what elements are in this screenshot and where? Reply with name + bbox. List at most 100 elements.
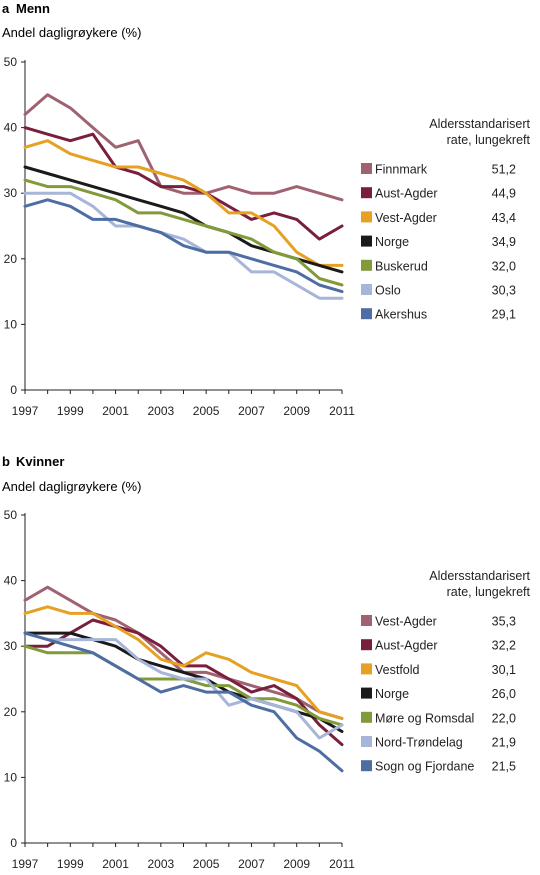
x-tick-label: 2011 <box>329 857 355 871</box>
series-line-akershus <box>23 198 344 294</box>
legend-item: Buskerud 32,0 <box>361 259 516 273</box>
x-tick-label: 2001 <box>102 404 129 418</box>
legend-item: Finnmark 51,2 <box>361 163 516 177</box>
legend-rate: 22,0 <box>492 711 516 725</box>
y-tick-label: 10 <box>4 317 18 331</box>
legend-swatch <box>361 211 372 223</box>
legend-item: Norge 34,9 <box>361 235 516 249</box>
legend-label: Finnmark <box>375 163 428 177</box>
y-tick-label: 0 <box>10 836 17 850</box>
legend-swatch <box>361 284 372 295</box>
legend-item: Nord-Trøndelag 21,9 <box>361 736 516 750</box>
y-tick-label: 40 <box>4 121 18 135</box>
legend-rate: 43,4 <box>492 211 516 225</box>
legend-label: Norge <box>375 687 409 701</box>
x-tick-label: 2005 <box>193 857 220 871</box>
legend-item: Akershus 29,1 <box>361 308 516 322</box>
panel-letter: a <box>2 1 10 16</box>
x-tick-label: 2001 <box>102 857 129 871</box>
legend-item: Norge 26,0 <box>361 687 516 701</box>
legend-header: Aldersstandarisert <box>429 117 530 131</box>
series-line-vest-agder <box>23 139 344 267</box>
legend-label: Buskerud <box>375 259 428 273</box>
legend-item: Sogn og Fjordane 21,5 <box>361 760 516 774</box>
legend-label: Akershus <box>375 308 427 322</box>
legend-header: rate, lungekreft <box>447 133 531 147</box>
legend-swatch <box>361 760 372 772</box>
chart-panel-a: a Menn Andel dagligrøykere (%) 0 10 20 30 40 50 1… <box>2 1 531 418</box>
legend-item: Møre og Romsdal 22,0 <box>361 711 516 725</box>
legend-swatch <box>361 615 372 626</box>
legend-rate: 35,3 <box>492 615 516 629</box>
legend-item: Oslo 30,3 <box>361 284 516 298</box>
x-tick-label: 1999 <box>57 404 84 418</box>
series-line-nord-trøndelag <box>23 631 344 740</box>
legend-swatch <box>361 736 372 747</box>
panel-letter: b <box>2 454 10 469</box>
x-tick-label: 2009 <box>283 857 310 871</box>
legend-rate: 21,5 <box>492 760 516 774</box>
y-axis-label: Andel dagligrøykere (%) <box>2 479 141 494</box>
legend-item: Aust-Agder 32,2 <box>361 639 516 653</box>
legend-rate: 34,9 <box>492 235 516 249</box>
chart-panel-b: b Kvinner Andel dagligrøykere (%) 0 10 20 30 40… <box>2 454 531 871</box>
legend-swatch <box>361 663 372 675</box>
series-line-oslo <box>23 191 344 300</box>
x-tick-label: 1999 <box>57 857 84 871</box>
panel-title: Menn <box>16 1 50 16</box>
series-line-sogn-og-fjordane <box>23 631 344 773</box>
legend-rate: 32,0 <box>492 259 516 273</box>
legend-swatch <box>361 308 372 320</box>
series-line-aust-agder <box>23 126 344 241</box>
legend-rate: 30,3 <box>492 284 516 298</box>
y-tick-label: 50 <box>4 55 18 69</box>
legend-swatch <box>361 687 372 699</box>
legend-header: Aldersstandarisert <box>429 569 530 583</box>
legend-rate: 21,9 <box>492 736 516 750</box>
y-tick-label: 0 <box>10 383 17 397</box>
legend-item: Vest-Agder 43,4 <box>361 211 516 225</box>
y-tick-label: 50 <box>4 508 18 522</box>
legend-header: rate, lungekreft <box>447 585 531 599</box>
legend-label: Vest-Agder <box>375 615 437 629</box>
x-tick-label: 2007 <box>238 857 265 871</box>
legend-rate: 26,0 <box>492 687 516 701</box>
legend-rate: 29,1 <box>492 308 516 322</box>
legend-swatch <box>361 711 372 723</box>
y-tick-label: 20 <box>4 252 18 266</box>
legend-label: Vestfold <box>375 663 420 677</box>
x-tick-label: 1997 <box>12 857 39 871</box>
legend-rate: 44,9 <box>492 187 516 201</box>
y-tick-label: 10 <box>4 770 18 784</box>
legend-swatch <box>361 187 372 199</box>
legend-swatch <box>361 163 372 174</box>
legend-label: Aust-Agder <box>375 187 438 201</box>
series-line-vestfold <box>23 605 344 720</box>
y-axis-label: Andel dagligrøykere (%) <box>2 25 141 40</box>
series-line-finnmark <box>23 93 344 202</box>
x-tick-label: 2009 <box>283 404 310 418</box>
legend-label: Sogn og Fjordane <box>375 760 474 774</box>
legend-label: Vest-Agder <box>375 211 437 225</box>
x-tick-label: 2005 <box>193 404 220 418</box>
x-tick-label: 1997 <box>12 404 39 418</box>
legend-item: Vest-Agder 35,3 <box>361 615 516 629</box>
legend-rate: 30,1 <box>492 663 516 677</box>
legend-rate: 51,2 <box>492 163 516 177</box>
x-tick-label: 2011 <box>329 404 355 418</box>
y-tick-label: 40 <box>4 574 18 588</box>
x-tick-label: 2007 <box>238 404 265 418</box>
y-tick-label: 30 <box>4 186 18 200</box>
legend-swatch <box>361 259 372 271</box>
x-tick-label: 2003 <box>148 404 175 418</box>
legend-swatch <box>361 235 372 247</box>
x-tick-label: 2003 <box>148 857 175 871</box>
y-tick-label: 30 <box>4 639 18 653</box>
legend-item: Aust-Agder 44,9 <box>361 187 516 201</box>
legend-item: Vestfold 30,1 <box>361 663 516 677</box>
legend-rate: 32,2 <box>492 639 516 653</box>
legend-label: Norge <box>375 235 409 249</box>
y-tick-label: 20 <box>4 705 18 719</box>
legend-label: Aust-Agder <box>375 639 438 653</box>
